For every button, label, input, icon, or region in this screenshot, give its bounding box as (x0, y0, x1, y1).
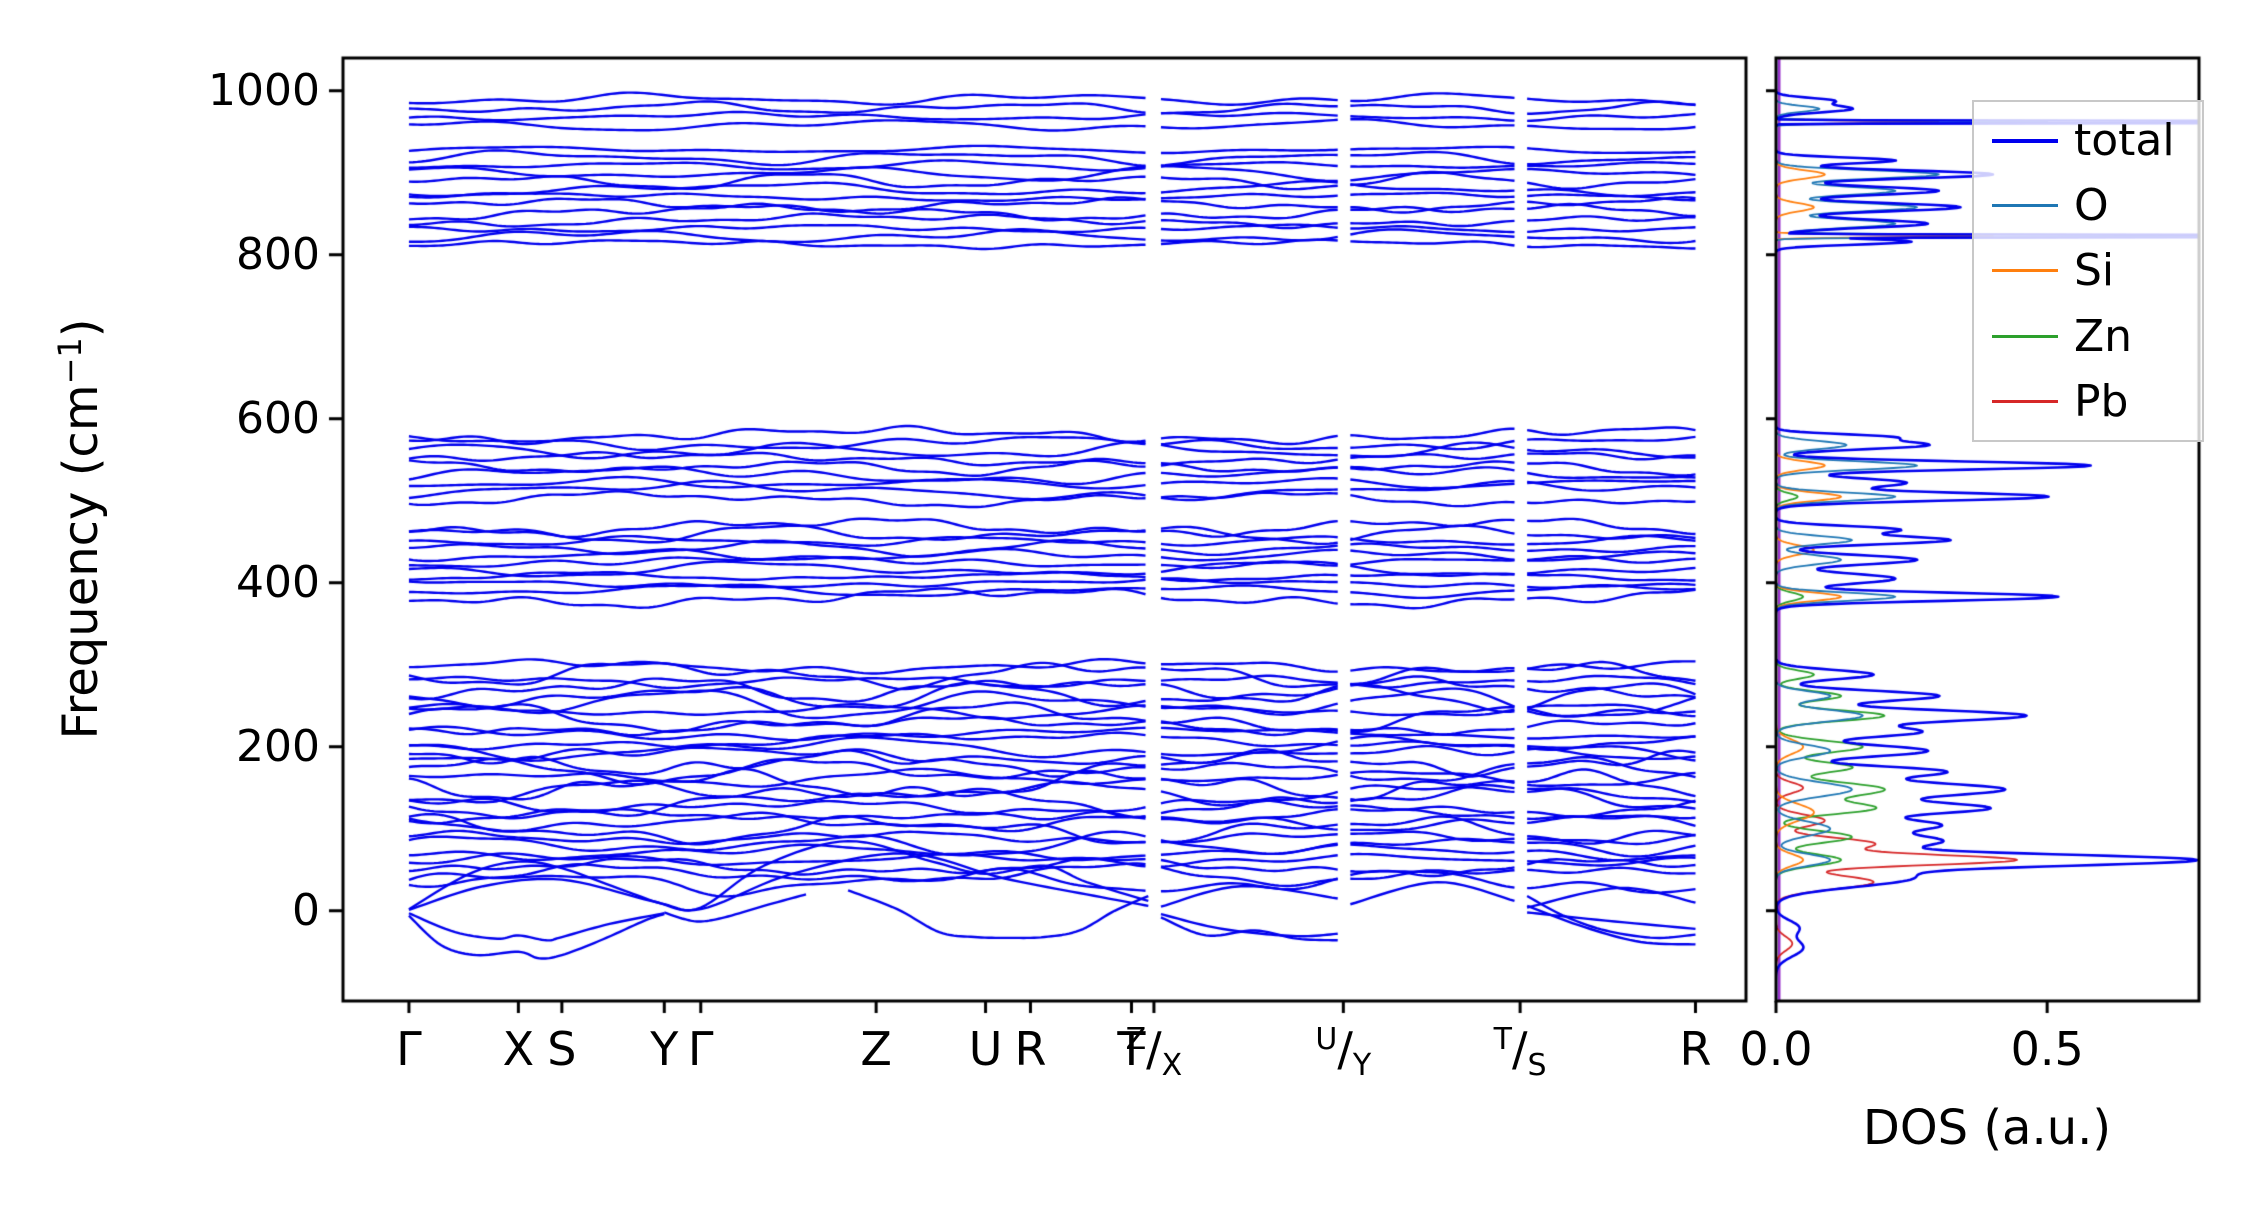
legend-entry: O (1992, 180, 2202, 231)
legend: total O Si Zn Pb (1972, 100, 2204, 442)
legend-entry: Pb (1992, 376, 2202, 427)
legend-label: O (2074, 180, 2109, 232)
legend-entry: Si (1992, 245, 2202, 296)
legend-line-sample (1992, 138, 2058, 143)
legend-label: Si (2074, 245, 2115, 297)
legend-label: total (2074, 115, 2175, 167)
legend-entry: total (1992, 115, 2202, 166)
legend-entry: Zn (1992, 311, 2202, 362)
legend-line-sample (1992, 269, 2058, 273)
legend-line-sample (1992, 334, 2058, 338)
legend-line-sample (1992, 399, 2058, 403)
legend-line-sample (1992, 204, 2058, 208)
legend-label: Pb (2074, 375, 2129, 427)
legend-label: Zn (2074, 310, 2133, 362)
